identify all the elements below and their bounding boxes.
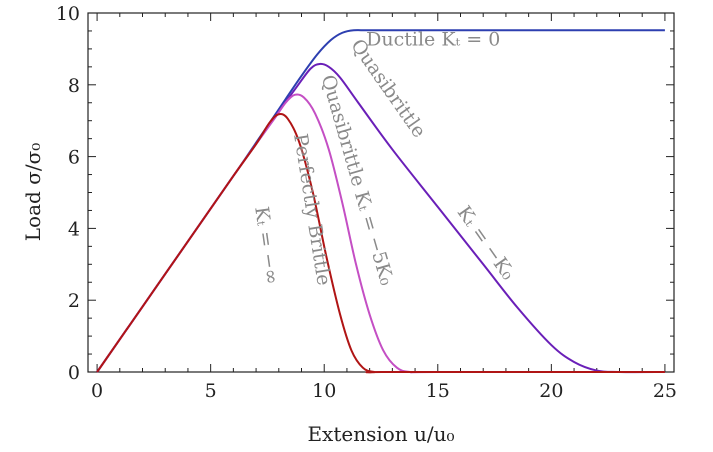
tick-labels: 0 5 10 15 20 25 0 2 4 6 8 10 xyxy=(56,3,677,402)
y-tick-label: 8 xyxy=(68,75,80,97)
annotation-quasi-k0-eq: Kₜ = −K₀ xyxy=(453,202,520,284)
x-tick-label: 5 xyxy=(205,380,217,402)
tick-marks xyxy=(88,12,674,373)
series-lines xyxy=(96,29,665,374)
annotation-quasi-k0-name: Quasibrittle xyxy=(346,35,430,142)
annotation-brittle-eq: Kₜ = −∞ xyxy=(250,205,283,286)
annotation-brittle-name: Perfectly Brittle xyxy=(289,132,335,287)
x-tick-label: 25 xyxy=(653,380,677,402)
x-axis-label: Extension u/u₀ xyxy=(307,422,454,446)
y-tick-label: 2 xyxy=(68,290,80,312)
y-tick-label: 10 xyxy=(56,3,80,25)
y-tick-label: 0 xyxy=(68,362,80,384)
x-tick-label: 10 xyxy=(312,380,336,402)
series-line-quasibrittle-k0 xyxy=(96,62,665,374)
x-tick-label: 20 xyxy=(539,380,563,402)
x-tick-label: 0 xyxy=(91,380,103,402)
y-tick-label: 4 xyxy=(68,218,80,240)
y-tick-label: 6 xyxy=(68,147,80,169)
annotation-ductile: Ductile Kₜ = 0 xyxy=(366,28,500,50)
series-line-perfectly-brittle xyxy=(96,113,665,374)
y-axis-label: Load σ/σ₀ xyxy=(21,143,45,241)
x-tick-label: 15 xyxy=(426,380,450,402)
